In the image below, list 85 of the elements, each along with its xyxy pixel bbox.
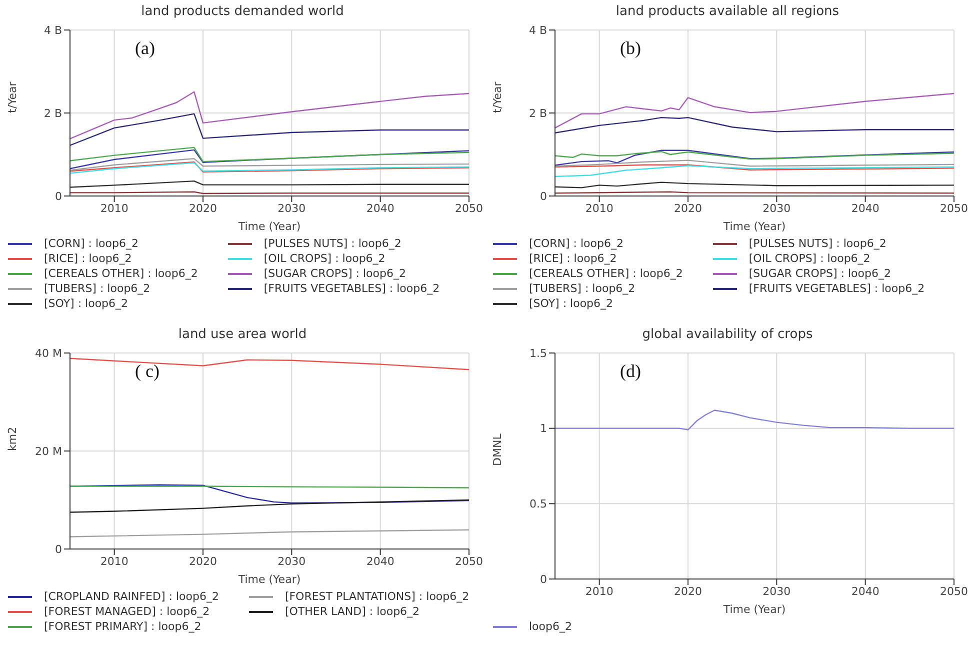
- legend-label: [FRUITS VEGETABLES] : loop6_2: [264, 282, 440, 295]
- x-tick-label: 2030: [278, 554, 306, 568]
- legend-label: [FRUITS VEGETABLES] : loop6_2: [748, 282, 925, 295]
- legend-label: [FOREST PLANTATIONS] : loop6_2: [284, 590, 470, 603]
- x-tick-label: 2010: [585, 584, 614, 598]
- x-tick-label: 2040: [851, 584, 880, 598]
- x-tick-label: 2040: [366, 554, 394, 568]
- x-axis-title: Time (Year): [722, 220, 786, 233]
- annotation: (a): [135, 38, 155, 59]
- line-series: [555, 150, 954, 160]
- x-tick-label: 2020: [674, 584, 702, 598]
- chart-title: land products available all regions: [614, 3, 840, 21]
- line-series: [70, 529, 469, 538]
- legend-label: [PULSES NUTS] : loop6_2: [748, 237, 886, 250]
- x-tick-label: 2040: [851, 202, 880, 215]
- legend-label: [SOY] : loop6_2: [44, 297, 128, 310]
- y-tick-label: 1.5: [530, 346, 547, 360]
- annotation: (b): [620, 38, 641, 59]
- x-tick-label: 2030: [278, 202, 306, 215]
- chart-title: land products demanded world: [140, 3, 345, 21]
- chart-title: global availability of crops: [641, 326, 814, 344]
- x-axis-title: Time (Year): [237, 573, 301, 586]
- x-tick-label: 2010: [100, 202, 128, 215]
- x-tick-label: 2050: [455, 202, 483, 215]
- y-tick-label: 0.5: [530, 498, 547, 511]
- y-axis-title: km2: [6, 426, 19, 451]
- legend-label: [PULSES NUTS] : loop6_2: [264, 237, 402, 250]
- y-tick-label: 20 M: [35, 444, 62, 458]
- y-tick-label: 0: [55, 190, 62, 203]
- line-series: [555, 116, 954, 134]
- x-tick-label: 2030: [762, 202, 791, 215]
- x-tick-label: 2040: [366, 202, 394, 215]
- legend-label: [RICE] : loop6_2: [44, 252, 132, 265]
- y-tick-label: 4 B: [44, 24, 62, 37]
- legend-label: [SUGAR CROPS] : loop6_2: [748, 267, 891, 280]
- legend-label: [SOY] : loop6_2: [529, 297, 614, 310]
- line-series: [555, 150, 954, 166]
- x-tick-label: 2010: [100, 554, 128, 568]
- legend-label: [FOREST PRIMARY] : loop6_2: [44, 620, 202, 633]
- y-axis-title: t/Year: [6, 81, 19, 113]
- legend-label: [RICE] : loop6_2: [529, 252, 617, 265]
- legend-label: [CORN] : loop6_2: [529, 237, 624, 250]
- y-tick-label: 40 M: [35, 346, 62, 360]
- legend-label: [TUBERS] : loop6_2: [44, 282, 150, 295]
- legend-label: [TUBERS] : loop6_2: [529, 282, 636, 295]
- line-series: [70, 146, 469, 162]
- y-tick-label: 0: [540, 572, 547, 586]
- y-tick-label: 0: [540, 190, 547, 203]
- x-tick-label: 2030: [762, 584, 791, 598]
- y-tick-label: 2 B: [528, 106, 547, 120]
- x-axis-title: Time (Year): [237, 220, 301, 233]
- y-tick-label: 2 B: [44, 106, 62, 120]
- legend-label: [SUGAR CROPS] : loop6_2: [264, 267, 406, 280]
- x-tick-label: 2020: [189, 554, 217, 568]
- legend-label: [CEREALS OTHER] : loop6_2: [529, 267, 683, 280]
- legend-label: [CROPLAND RAINFED] : loop6_2: [44, 590, 219, 603]
- y-tick-label: 0: [55, 542, 62, 556]
- x-tick-label: 2050: [940, 202, 968, 215]
- legend-label: loop6_2: [529, 620, 572, 633]
- x-axis-title: Time (Year): [722, 603, 786, 616]
- line-series: [555, 92, 954, 129]
- legend-label: [OTHER LAND] : loop6_2: [284, 605, 420, 618]
- line-series: [555, 165, 954, 178]
- legend-label: [OIL CROPS] : loop6_2: [748, 252, 870, 265]
- line-series: [70, 91, 469, 140]
- x-tick-label: 2020: [674, 202, 702, 215]
- line-series: [70, 499, 469, 513]
- legend-label: [OIL CROPS] : loop6_2: [264, 252, 386, 265]
- line-series: [70, 158, 469, 171]
- x-tick-label: 2010: [585, 202, 614, 215]
- y-tick-label: 4 B: [528, 24, 547, 37]
- y-tick-label: 1: [540, 422, 547, 436]
- legend-label: [FOREST MANAGED] : loop6_2: [44, 605, 210, 618]
- legend-label: [CEREALS OTHER] : loop6_2: [44, 267, 198, 280]
- annotation: (d): [620, 361, 641, 382]
- y-axis-title: DMNL: [490, 432, 504, 466]
- y-axis-title: t/Year: [490, 81, 504, 113]
- line-series: [70, 113, 469, 146]
- line-series: [555, 410, 954, 430]
- annotation: ( c): [135, 361, 160, 382]
- chart-title: land use area world: [177, 326, 308, 344]
- legend-label: [CORN] : loop6_2: [44, 237, 138, 250]
- x-tick-label: 2050: [940, 584, 968, 598]
- x-tick-label: 2020: [189, 202, 217, 215]
- x-tick-label: 2050: [455, 554, 483, 568]
